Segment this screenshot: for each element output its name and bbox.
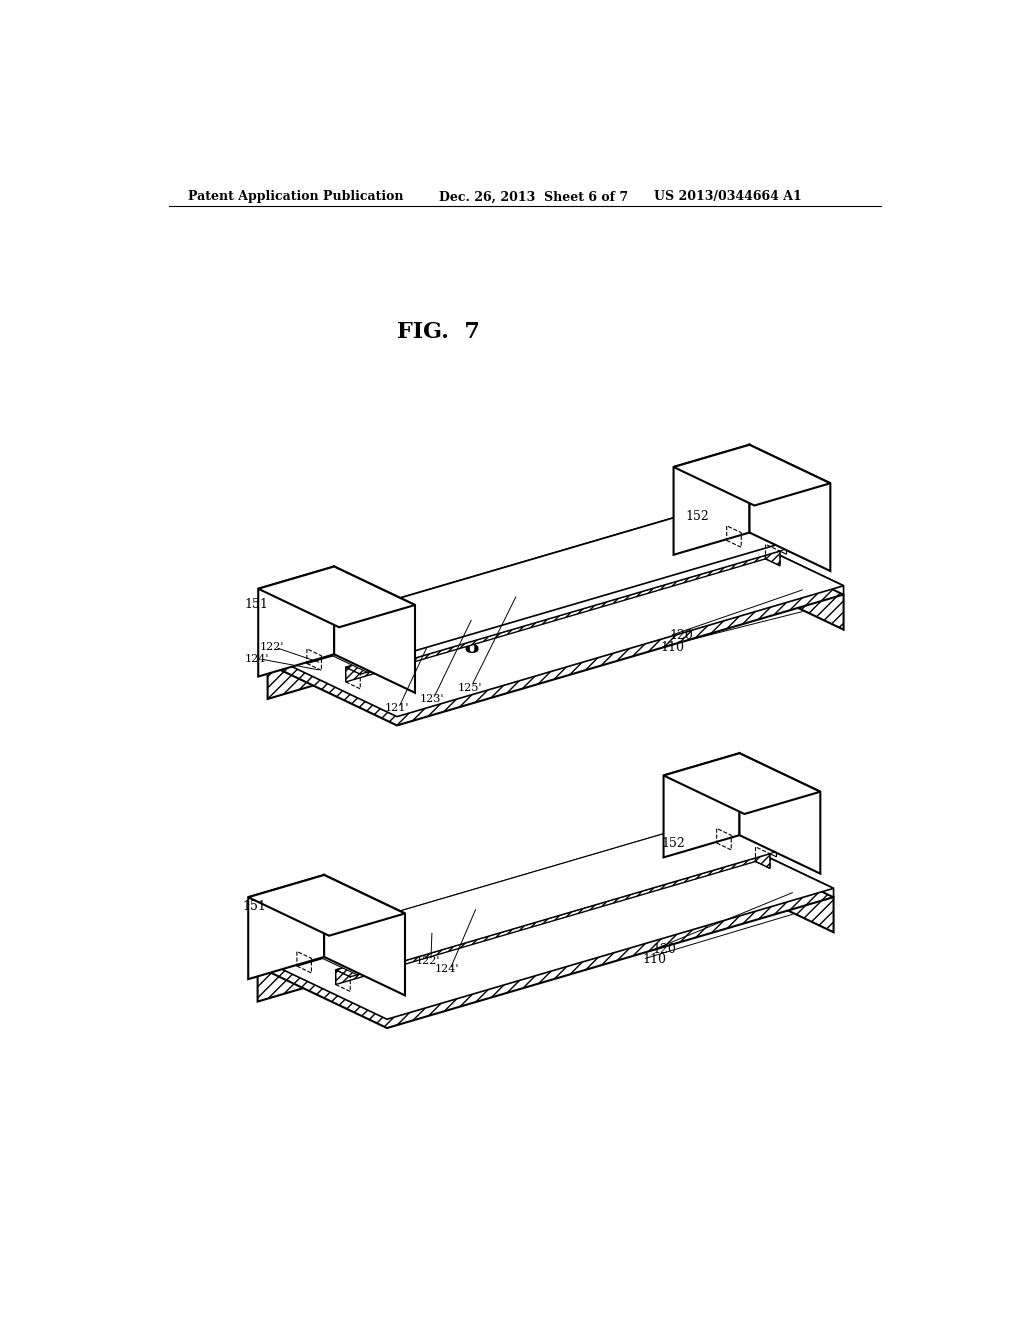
Polygon shape bbox=[267, 524, 714, 664]
Polygon shape bbox=[664, 754, 820, 814]
Polygon shape bbox=[267, 533, 844, 726]
Polygon shape bbox=[267, 533, 714, 700]
Polygon shape bbox=[334, 566, 415, 693]
Text: 122': 122' bbox=[416, 956, 440, 966]
Polygon shape bbox=[739, 754, 820, 874]
Polygon shape bbox=[300, 517, 720, 645]
Text: 124': 124' bbox=[435, 964, 459, 974]
Text: 122': 122' bbox=[260, 643, 285, 652]
Text: Patent Application Publication: Patent Application Publication bbox=[188, 190, 403, 203]
Polygon shape bbox=[307, 525, 727, 664]
Polygon shape bbox=[720, 517, 786, 554]
Text: 152: 152 bbox=[662, 837, 686, 850]
Text: FIG.  8: FIG. 8 bbox=[397, 636, 480, 659]
Polygon shape bbox=[258, 826, 705, 966]
Polygon shape bbox=[346, 544, 780, 675]
Text: 120: 120 bbox=[670, 630, 693, 643]
Polygon shape bbox=[300, 517, 786, 672]
Polygon shape bbox=[756, 847, 770, 869]
Polygon shape bbox=[336, 847, 756, 985]
Polygon shape bbox=[664, 754, 739, 858]
Text: 151: 151 bbox=[243, 900, 266, 913]
Polygon shape bbox=[766, 544, 780, 566]
Polygon shape bbox=[674, 445, 830, 506]
Text: 120: 120 bbox=[652, 944, 677, 957]
Polygon shape bbox=[705, 826, 834, 898]
Polygon shape bbox=[258, 836, 834, 1028]
Polygon shape bbox=[267, 524, 844, 717]
Polygon shape bbox=[336, 847, 770, 977]
Text: FIG.  7: FIG. 7 bbox=[397, 321, 480, 343]
Polygon shape bbox=[297, 506, 792, 664]
Text: 110: 110 bbox=[643, 953, 667, 966]
Text: 151: 151 bbox=[245, 598, 268, 611]
Text: US 2013/0344664 A1: US 2013/0344664 A1 bbox=[654, 190, 802, 203]
Polygon shape bbox=[297, 506, 717, 639]
Polygon shape bbox=[325, 875, 404, 995]
Polygon shape bbox=[297, 829, 731, 958]
Polygon shape bbox=[307, 525, 741, 656]
Text: Dec. 26, 2013  Sheet 6 of 7: Dec. 26, 2013 Sheet 6 of 7 bbox=[438, 190, 628, 203]
Polygon shape bbox=[258, 836, 705, 1002]
Polygon shape bbox=[248, 875, 404, 936]
Text: 121': 121' bbox=[385, 704, 410, 713]
Polygon shape bbox=[258, 566, 415, 627]
Polygon shape bbox=[750, 445, 830, 572]
Text: 125': 125' bbox=[458, 684, 482, 693]
Polygon shape bbox=[705, 836, 834, 932]
Polygon shape bbox=[714, 524, 844, 594]
Polygon shape bbox=[258, 566, 334, 677]
Text: 152: 152 bbox=[685, 510, 709, 523]
Polygon shape bbox=[248, 875, 325, 979]
Polygon shape bbox=[258, 826, 834, 1019]
Polygon shape bbox=[727, 525, 741, 548]
Polygon shape bbox=[717, 829, 731, 850]
Polygon shape bbox=[674, 445, 750, 554]
Text: 110: 110 bbox=[660, 640, 684, 653]
Text: 124': 124' bbox=[245, 653, 269, 664]
Polygon shape bbox=[714, 533, 844, 630]
Polygon shape bbox=[346, 544, 766, 682]
Polygon shape bbox=[291, 820, 776, 974]
Polygon shape bbox=[717, 506, 792, 552]
Text: 123': 123' bbox=[419, 694, 443, 704]
Polygon shape bbox=[711, 820, 776, 857]
Polygon shape bbox=[291, 820, 711, 948]
Polygon shape bbox=[297, 829, 717, 966]
